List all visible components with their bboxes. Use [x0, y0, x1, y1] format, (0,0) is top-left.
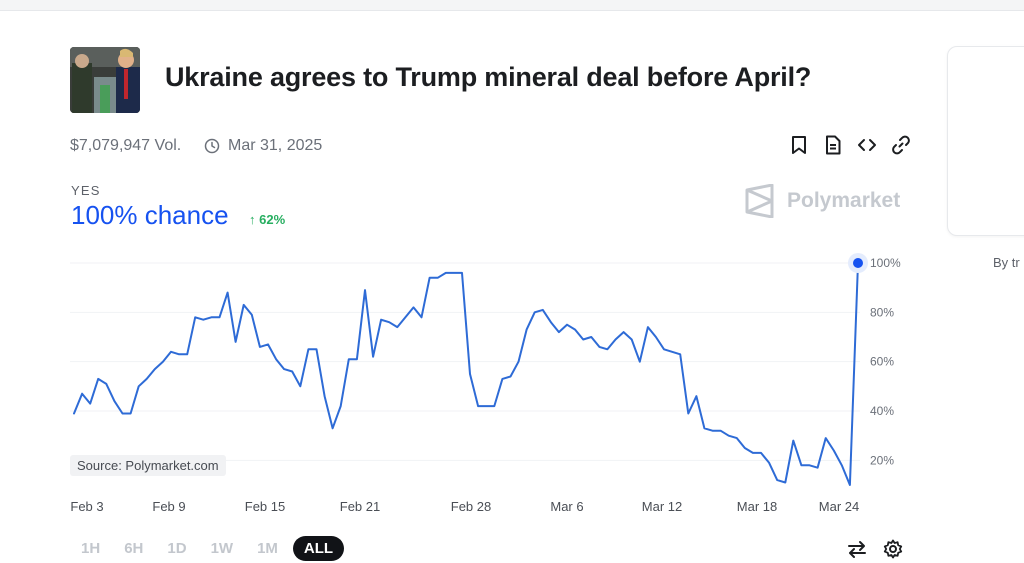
- document-icon: [826, 135, 841, 155]
- link-icon: [892, 135, 910, 155]
- brand-watermark: Polymarket: [745, 184, 900, 218]
- market-title: Ukraine agrees to Trump mineral deal bef…: [165, 62, 812, 92]
- settings-gear-icon: [883, 539, 903, 559]
- embed-button[interactable]: [856, 134, 878, 156]
- embed-code-icon: [858, 139, 876, 151]
- bookmark-icon: [792, 136, 806, 154]
- top-border: [0, 0, 1024, 11]
- volume-text: $7,079,947 Vol.: [70, 137, 182, 154]
- y-tick-label: 80%: [870, 305, 894, 319]
- x-tick-label: Mar 18: [737, 499, 777, 514]
- x-tick-label: Feb 15: [245, 499, 285, 514]
- chart-series-line: [73, 262, 859, 486]
- copy-link-button[interactable]: [890, 134, 912, 156]
- chart-tools: [846, 538, 904, 560]
- range-button-all[interactable]: ALL: [292, 536, 345, 561]
- end-date-text: Mar 31, 2025: [228, 137, 323, 154]
- chart-end-marker: [853, 258, 863, 268]
- x-tick-label: Feb 21: [340, 499, 380, 514]
- range-button-1d[interactable]: 1D: [167, 540, 187, 557]
- y-tick-label: 100%: [870, 256, 901, 270]
- bookmark-button[interactable]: [788, 134, 810, 156]
- market-actions: [788, 134, 912, 156]
- side-panel-card: [947, 46, 1024, 236]
- end-date: Mar 31, 2025: [204, 137, 322, 155]
- brand-name: Polymarket: [787, 189, 901, 212]
- swap-arrows-icon: [848, 541, 866, 558]
- chance-value: 100% chance: [71, 200, 229, 230]
- document-button[interactable]: [822, 134, 844, 156]
- market-thumbnail: [70, 47, 140, 113]
- range-button-6h[interactable]: 6H: [124, 540, 144, 557]
- x-tick-label: Feb 28: [451, 499, 491, 514]
- range-button-1h[interactable]: 1H: [81, 540, 101, 557]
- y-tick-label: 20%: [870, 453, 894, 467]
- y-tick-label: 60%: [870, 355, 894, 369]
- source-label: Source: Polymarket.com: [70, 455, 226, 476]
- clock-icon: [204, 138, 220, 154]
- range-button-1w[interactable]: 1W: [210, 540, 234, 557]
- time-range-selector: 1H 6H 1D 1W 1M ALL: [72, 536, 345, 561]
- range-button-1m[interactable]: 1M: [257, 540, 278, 557]
- x-tick-label: Mar 6: [550, 499, 583, 514]
- y-tick-label: 40%: [870, 404, 894, 418]
- x-tick-label: Feb 3: [70, 499, 103, 514]
- swap-outcome-button[interactable]: [846, 538, 868, 560]
- price-chart: 20% 40% 60% 80% 100% Feb 3 Feb 9 Feb 15 Feb 21 F…: [70, 253, 901, 514]
- x-tick-label: Feb 9: [152, 499, 185, 514]
- polymarket-logo-icon: [745, 184, 774, 218]
- change-indicator: ↑ 62%: [249, 212, 286, 227]
- chart-settings-button[interactable]: [882, 538, 904, 560]
- side-panel-text: By tr: [993, 255, 1020, 270]
- x-tick-label: Mar 24: [819, 499, 859, 514]
- x-tick-label: Mar 12: [642, 499, 682, 514]
- outcome-label: YES: [71, 183, 101, 198]
